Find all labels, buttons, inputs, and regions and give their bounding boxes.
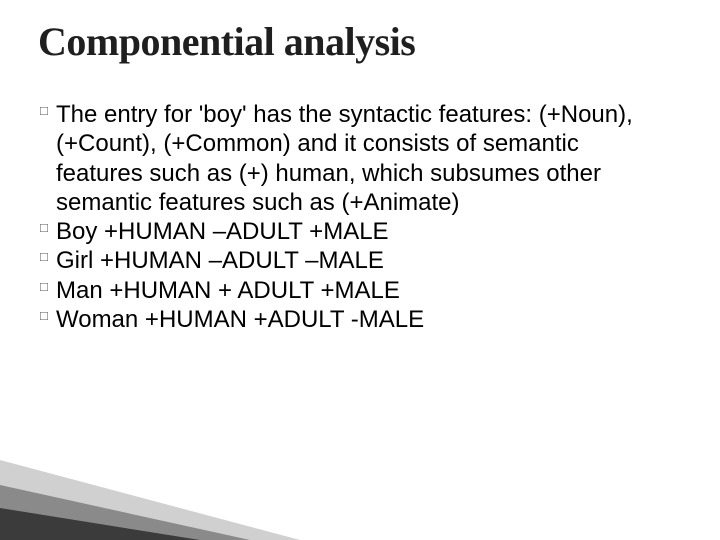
- list-item: □ Man +HUMAN + ADULT +MALE: [40, 276, 650, 305]
- slide-title: Componential analysis: [38, 18, 415, 65]
- list-item-text: The entry for 'boy' has the syntactic fe…: [56, 100, 650, 217]
- list-item: □ Girl +HUMAN –ADULT –MALE: [40, 246, 650, 275]
- bullet-icon: □: [40, 309, 56, 322]
- list-item: □ The entry for 'boy' has the syntactic …: [40, 100, 650, 217]
- list-item: □ Boy +HUMAN –ADULT +MALE: [40, 217, 650, 246]
- bullet-icon: □: [40, 280, 56, 293]
- list-item-text: Woman +HUMAN +ADULT -MALE: [56, 305, 650, 334]
- bullet-icon: □: [40, 104, 56, 117]
- list-item-text: Man +HUMAN + ADULT +MALE: [56, 276, 650, 305]
- bullet-icon: □: [40, 250, 56, 263]
- list-item: □ Woman +HUMAN +ADULT -MALE: [40, 305, 650, 334]
- list-item-text: Boy +HUMAN –ADULT +MALE: [56, 217, 650, 246]
- list-item-text: Girl +HUMAN –ADULT –MALE: [56, 246, 650, 275]
- slide: Componential analysis □ The entry for 'b…: [0, 0, 720, 540]
- slide-body: □ The entry for 'boy' has the syntactic …: [40, 100, 650, 334]
- accent-wedge-icon: [0, 430, 360, 540]
- bullet-icon: □: [40, 221, 56, 234]
